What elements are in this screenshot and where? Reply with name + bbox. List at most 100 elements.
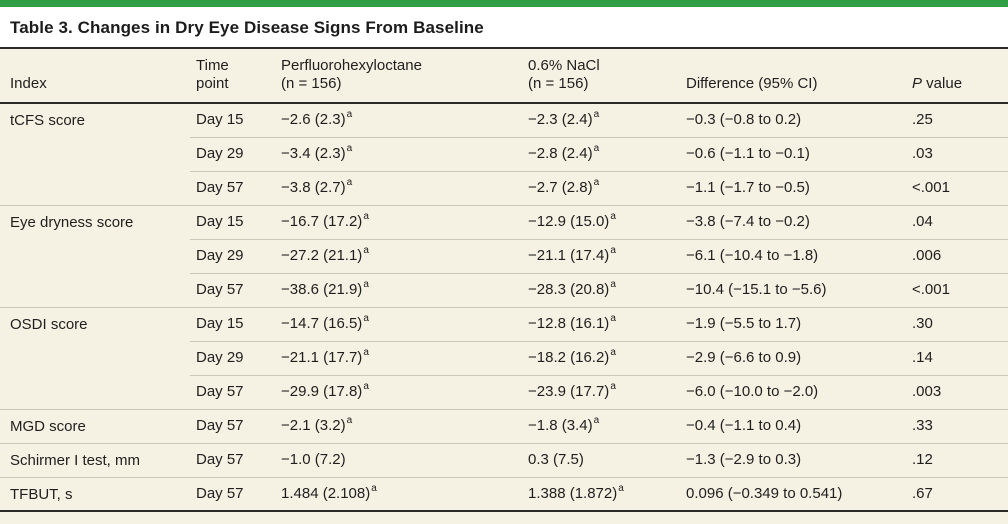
footnote-marker: a	[593, 143, 600, 154]
footnote-marker: a	[346, 177, 353, 188]
p-value-rest: value	[922, 75, 963, 93]
time-point-cell: Day 57	[190, 374, 275, 409]
nacl-cell: −2.3 (2.4)a	[522, 102, 680, 137]
difference-cell: −0.6 (−1.1 to −0.1)	[680, 136, 906, 171]
nacl-cell: −21.1 (17.4)a	[522, 238, 680, 273]
time-point-cell: Day 15	[190, 306, 275, 341]
time-point-cell: Day 29	[190, 340, 275, 375]
time-point-cell: Day 15	[190, 102, 275, 137]
footnote-marker: a	[363, 279, 369, 290]
p-value-cell: .30	[906, 306, 1008, 341]
time-point-cell: Day 57	[190, 442, 275, 477]
difference-cell: −3.8 (−7.4 to −0.2)	[680, 204, 906, 239]
p-value-cell: .14	[906, 340, 1008, 375]
index-cell: Schirmer I test, mm	[0, 442, 190, 477]
footnote-marker: a	[593, 109, 600, 121]
footnote-marker: a	[610, 347, 616, 358]
header-row: Index Time point Perfluorohexyloctane (n…	[0, 47, 1008, 104]
footnote-marker: a	[363, 211, 369, 222]
data-table: Index Time point Perfluorohexyloctane (n…	[0, 47, 1008, 512]
footnote-marker: a	[618, 482, 624, 494]
difference-cell: −2.9 (−6.6 to 0.9)	[680, 340, 906, 375]
index-cell: Eye dryness score	[0, 204, 190, 307]
p-value-italic-p: P	[912, 75, 923, 93]
p-value-cell: .04	[906, 204, 1008, 239]
footnote-marker: a	[610, 211, 616, 222]
index-cell: tCFS score	[0, 102, 190, 205]
footnote-marker: a	[363, 347, 369, 358]
time-point-cell: Day 29	[190, 136, 275, 171]
column-header-difference: Difference (95% CI)	[680, 47, 906, 104]
table-row: OSDI score Day 15 −14.7 (16.5)a −12.8 (1…	[0, 306, 1008, 409]
column-header-index: Index	[0, 47, 190, 104]
pfho-cell: 1.484 (2.108)a	[275, 476, 522, 511]
difference-cell: −1.1 (−1.7 to −0.5)	[680, 170, 906, 205]
pfho-cell: −1.0 (7.2)	[275, 442, 522, 477]
pfho-cell: −2.1 (3.2)a	[275, 408, 522, 443]
time-point-cell: Day 57	[190, 408, 275, 443]
column-header-time-point: Time point	[190, 47, 275, 104]
table-row: Day 57 −29.9 (17.8)a −23.9 (17.7)a −6.0 …	[0, 374, 1008, 409]
p-value-cell: .67	[906, 476, 1008, 511]
table-row: TFBUT, s Day 57 1.484 (2.108)a 1.388 (1.…	[0, 476, 1008, 511]
difference-cell: −6.0 (−10.0 to −2.0)	[680, 374, 906, 409]
nacl-cell: −1.8 (3.4)a	[522, 408, 680, 443]
nacl-cell: −2.7 (2.8)a	[522, 170, 680, 205]
p-value-cell: .003	[906, 374, 1008, 409]
table-row: MGD score Day 57 −2.1 (3.2)a −1.8 (3.4)a…	[0, 408, 1008, 443]
nacl-cell: −12.9 (15.0)a	[522, 204, 680, 239]
table-row: Schirmer I test, mm Day 57 −1.0 (7.2) 0.…	[0, 442, 1008, 477]
table-row: Day 29 −3.4 (2.3)a −2.8 (2.4)a −0.6 (−1.…	[0, 136, 1008, 171]
difference-cell: −1.3 (−2.9 to 0.3)	[680, 442, 906, 477]
pfho-cell: −2.6 (2.3)a	[275, 102, 522, 137]
table-row: Day 57 −3.8 (2.7)a −2.7 (2.8)a −1.1 (−1.…	[0, 170, 1008, 205]
table-row: Eye dryness score Day 15 −16.7 (17.2)a −…	[0, 204, 1008, 307]
table-row: Day 29 −21.1 (17.7)a −18.2 (16.2)a −2.9 …	[0, 340, 1008, 375]
p-value-cell: .03	[906, 136, 1008, 171]
pfho-cell: −3.4 (2.3)a	[275, 136, 522, 171]
nacl-cell: 1.388 (1.872)a	[522, 476, 680, 511]
difference-cell: −0.3 (−0.8 to 0.2)	[680, 102, 906, 137]
nacl-cell: −18.2 (16.2)a	[522, 340, 680, 375]
p-value-cell: .12	[906, 442, 1008, 477]
footnote-marker: a	[346, 143, 353, 154]
difference-cell: −1.9 (−5.5 to 1.7)	[680, 306, 906, 341]
table-row: Day 57 −38.6 (21.9)a −28.3 (20.8)a −10.4…	[0, 272, 1008, 307]
nacl-cell: −12.8 (16.1)a	[522, 306, 680, 341]
index-cell: TFBUT, s	[0, 476, 190, 511]
pfho-cell: −29.9 (17.8)a	[275, 374, 522, 409]
table-title: Table 3. Changes in Dry Eye Disease Sign…	[10, 18, 484, 37]
footnote-marker: a	[363, 313, 369, 324]
p-value-cell: .006	[906, 238, 1008, 273]
pfho-cell: −16.7 (17.2)a	[275, 204, 522, 239]
footnote-marker: a	[610, 313, 616, 324]
time-point-cell: Day 57	[190, 272, 275, 307]
p-value-cell: .33	[906, 408, 1008, 443]
pfho-cell: −14.7 (16.5)a	[275, 306, 522, 341]
footnote-marker: a	[593, 177, 600, 188]
pfho-cell: −21.1 (17.7)a	[275, 340, 522, 375]
footnote-marker: a	[593, 415, 600, 426]
nacl-cell: 0.3 (7.5)	[522, 442, 680, 477]
column-header-p-value: P value	[906, 47, 1008, 104]
footnote-marker: a	[363, 381, 369, 392]
pfho-cell: −3.8 (2.7)a	[275, 170, 522, 205]
difference-cell: −0.4 (−1.1 to 0.4)	[680, 408, 906, 443]
difference-cell: −10.4 (−15.1 to −5.6)	[680, 272, 906, 307]
footnote-marker: a	[346, 109, 353, 121]
footnote-marker: a	[346, 415, 353, 426]
footnote-marker: a	[610, 381, 616, 392]
table-container: Index Time point Perfluorohexyloctane (n…	[0, 47, 1008, 524]
difference-cell: 0.096 (−0.349 to 0.541)	[680, 476, 906, 511]
index-cell: OSDI score	[0, 306, 190, 409]
accent-bar	[0, 0, 1008, 7]
footnote-marker: a	[610, 245, 616, 256]
footnote-marker: a	[363, 245, 369, 256]
p-value-cell: <.001	[906, 170, 1008, 205]
table-row: Day 29 −27.2 (21.1)a −21.1 (17.4)a −6.1 …	[0, 238, 1008, 273]
column-header-nacl: 0.6% NaCl (n = 156)	[522, 47, 680, 104]
title-band: Table 3. Changes in Dry Eye Disease Sign…	[0, 7, 1008, 47]
p-value-cell: <.001	[906, 272, 1008, 307]
nacl-cell: −2.8 (2.4)a	[522, 136, 680, 171]
